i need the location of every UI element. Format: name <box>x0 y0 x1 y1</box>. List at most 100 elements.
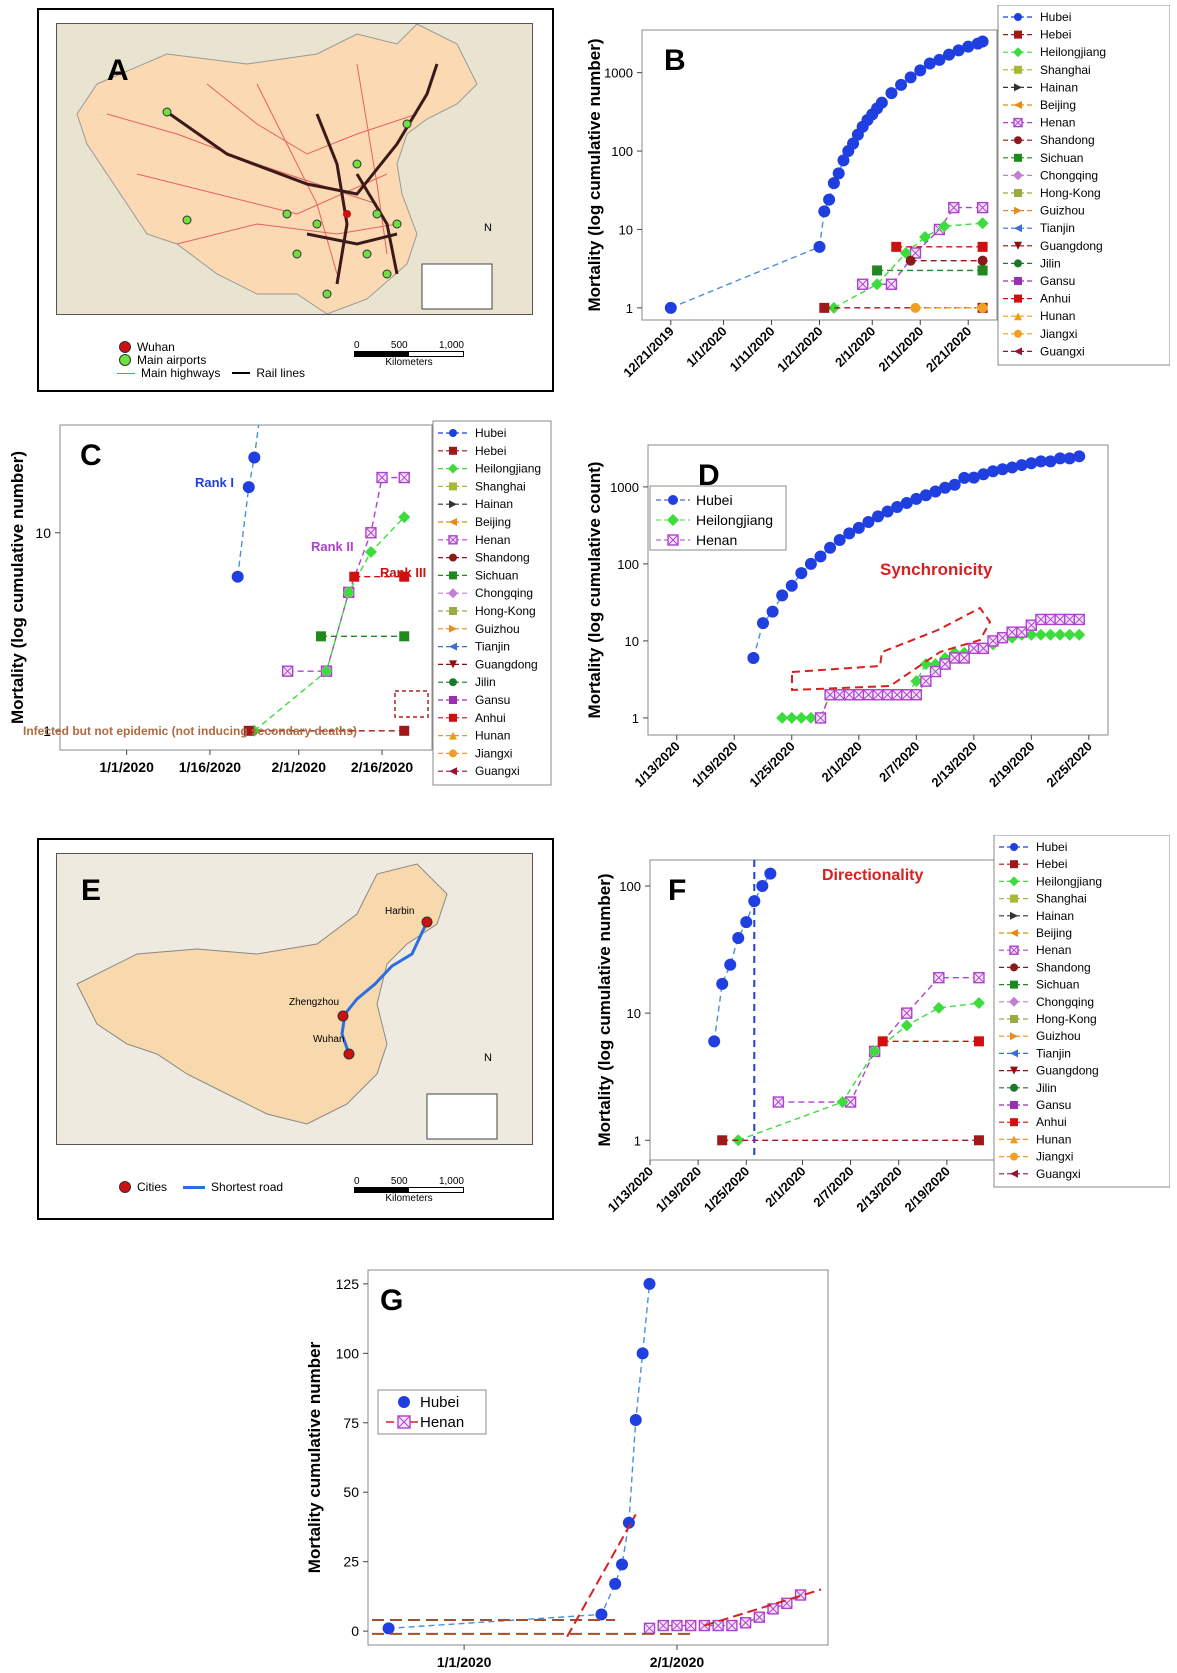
series-henan-point <box>824 689 836 701</box>
panel-a-map-svg <box>76 24 493 314</box>
legend-item-henan-icon <box>1009 945 1019 955</box>
legend-item-tianjin-label: Tianjin <box>475 640 510 654</box>
series-jiangxi-point <box>910 302 921 313</box>
legend-item-guangxi-label: Guangxi <box>475 764 520 778</box>
series-hubei-point <box>708 1035 721 1048</box>
legend-item-hubei-icon <box>449 429 457 437</box>
series-hubei-point <box>1015 459 1028 472</box>
panel-e-letter: E <box>81 874 102 907</box>
legend-item-jilin-label: Jilin <box>475 675 496 689</box>
x-tick-label: 2/1/2020 <box>271 759 326 775</box>
chart-d: 1 10 100 1000 1/13/2020 1/19/2020 1/25/2020 2/1… <box>580 440 1170 820</box>
legend-item-jiangxi-label: Jiangxi <box>475 746 512 760</box>
inset-map <box>426 1093 498 1140</box>
legend-item-henan-icon-cross <box>667 534 679 546</box>
city-label-wuhan: Wuhan <box>313 1034 345 1045</box>
series-henan-point-cross <box>939 658 951 670</box>
legend-item-hunan-icon <box>1014 312 1022 321</box>
series-henan-point <box>1025 619 1038 631</box>
series-hubei-point <box>242 481 255 494</box>
legend-airports-label: Main airports <box>137 353 207 367</box>
panel-letter: D <box>698 459 720 492</box>
legend-item-guizhou-label: Guizhou <box>1036 1029 1081 1043</box>
legend-item-hebei-icon <box>1014 30 1022 39</box>
series-hubei-point <box>248 451 261 464</box>
panel-letter: F <box>668 874 686 907</box>
plot-frame <box>367 1269 829 1646</box>
legend-item-henan-icon <box>448 535 458 545</box>
panel-e-map-frame: E Harbin Zhengzhou Wuhan N Cities Shortes… <box>37 838 554 1220</box>
series-heilongjiang-point <box>836 1096 849 1109</box>
series-hubei-point <box>962 40 975 53</box>
legend-item-hunan-label: Hunan <box>1040 309 1075 323</box>
legend-item-chongqing-label: Chongqing <box>1040 168 1098 182</box>
series-sichuan-point <box>315 631 326 642</box>
scale-unit: Kilometers <box>385 357 433 368</box>
series-henan-point-cross <box>1035 614 1047 625</box>
x-tick-label: 1/21/2020 <box>774 324 826 376</box>
series-heilongjiang-point <box>919 231 932 244</box>
legend-item-jilin-icon <box>1014 259 1022 268</box>
plot-frame <box>641 29 998 321</box>
legend-item-jiangxi-label: Jiangxi <box>1040 327 1077 341</box>
series-henan-point-cross <box>1025 619 1037 631</box>
series-henan-point <box>814 712 827 724</box>
series-henan-point-cross <box>948 202 960 213</box>
series-hubei-point <box>804 557 817 570</box>
series-henan-point <box>948 201 960 214</box>
legend-item-hebei-label: Hebei <box>1040 28 1071 42</box>
series-henan-point <box>833 689 846 701</box>
x-tick-label: 2/13/2020 <box>853 1164 905 1216</box>
series-hubei-point <box>616 1558 629 1571</box>
series-henan-point <box>948 652 961 664</box>
series-hebei-point <box>819 302 830 313</box>
legend-item-hong-kong-icon <box>1010 1015 1018 1023</box>
panel-letter: C <box>80 439 102 472</box>
series-henan-point-cross <box>726 1620 738 1631</box>
china-outline <box>76 863 448 1125</box>
legend-item-guangxi-label: Guangxi <box>1040 344 1085 358</box>
series-heilongjiang-point <box>364 545 377 558</box>
y-axis-label: Mortality (log cumulative count) <box>585 462 604 719</box>
series-hubei-point <box>923 57 936 70</box>
y-tick-label: 50 <box>343 1484 359 1500</box>
legend-item-gansu-label: Gansu <box>475 693 510 707</box>
legend-item-anhui-label: Anhui <box>1036 1115 1067 1129</box>
series-hubei-point <box>595 1608 608 1621</box>
series-hubei-point <box>740 916 753 929</box>
series-jiangxi-point <box>977 302 988 313</box>
legend-frame <box>377 1389 487 1435</box>
legend-item-jilin-label: Jilin <box>1040 256 1061 270</box>
annotation-synchronicity: Synchronicity <box>880 560 993 579</box>
series-heilongjiang-point <box>1073 628 1086 641</box>
series-henan-point <box>365 527 377 539</box>
legend-item-gansu-label: Gansu <box>1040 274 1075 288</box>
legend-item-sichuan-icon <box>1014 153 1022 162</box>
legend-item-heilongjiang-label: Heilongjiang <box>475 462 541 476</box>
legend: Hubei Hebei Heilongjiang Shanghai Hainan Beij… <box>993 835 1170 1188</box>
x-tick-label: 2/11/2020 <box>875 324 926 375</box>
panel-a-letter: A <box>107 54 129 87</box>
legend-item-gansu-icon <box>449 696 457 704</box>
series-henan-point-cross <box>773 1096 784 1108</box>
series-henan-point-cross <box>282 665 293 677</box>
series-group <box>747 450 1086 724</box>
legend-item-guangxi-icon <box>449 767 457 776</box>
series-henan-point <box>398 471 410 484</box>
legend-item-sichuan-label: Sichuan <box>475 568 518 582</box>
x-tick-label: 2/13/2020 <box>928 739 980 791</box>
legend-item-jilin-label: Jilin <box>1036 1081 1057 1095</box>
series-hubei-point <box>813 240 826 253</box>
series-henan-point <box>862 689 875 701</box>
series-henan-point-cross <box>365 527 377 539</box>
legend-item-hubei-icon <box>398 1396 410 1408</box>
highlight-box <box>394 690 429 718</box>
series-hubei-point <box>622 1516 635 1529</box>
series-henan-point-cross <box>968 643 980 654</box>
series-hebei-point <box>243 725 254 736</box>
legend-item-henan-label: Henan <box>1040 116 1075 130</box>
highlight-outline <box>791 606 992 692</box>
legend-item-heilongjiang-icon <box>448 463 458 474</box>
legend-item-chongqing-icon <box>448 588 458 599</box>
legend-item-tianjin-label: Tianjin <box>1040 221 1075 235</box>
